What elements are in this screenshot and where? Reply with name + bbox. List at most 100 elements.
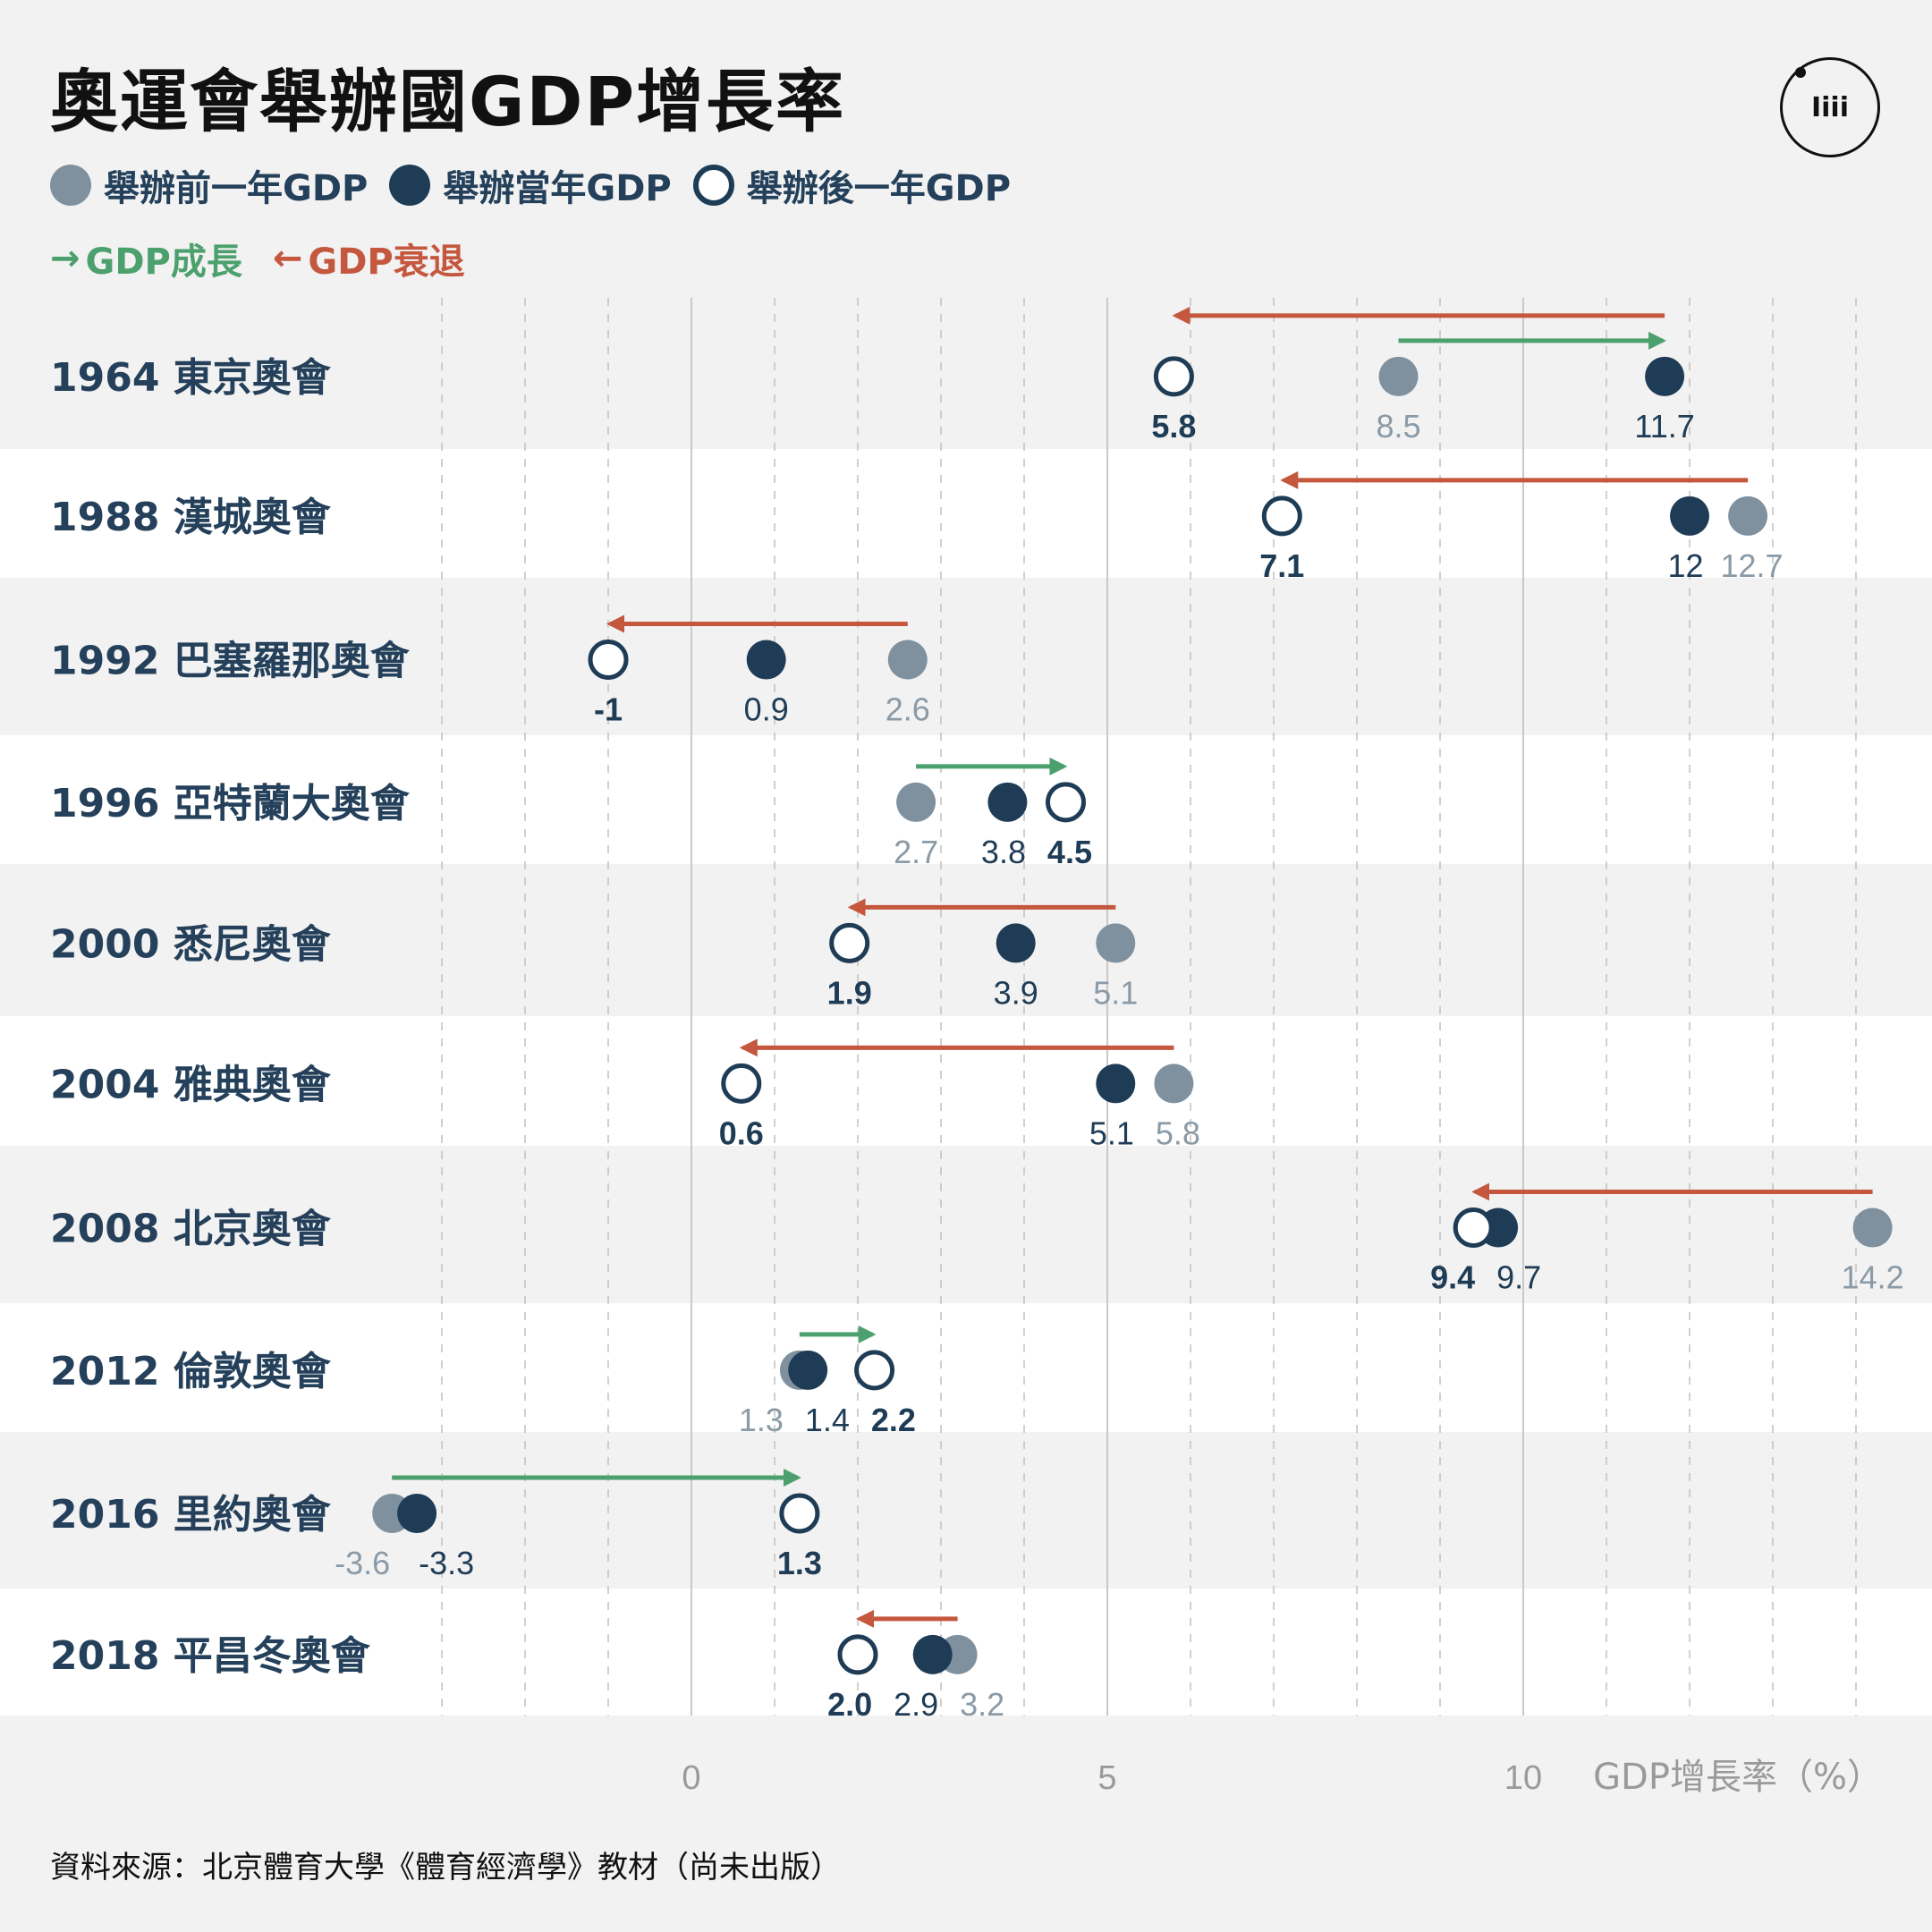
row-band [0,578,1932,735]
value-label-before: -3.6 [335,1545,390,1581]
value-label-before: 1.3 [739,1402,784,1438]
row-band [0,449,1932,578]
value-label-after: 2.2 [871,1402,916,1438]
legend-after-label: 舉辦後一年GDP [746,168,1012,209]
legend-growth-label: GDP成長 [85,242,242,283]
dot-after [854,1350,895,1391]
legend-recession-label: GDP衰退 [308,242,465,283]
legend-before: 舉辦前一年GDP [50,159,368,211]
value-label-before: 2.7 [894,834,938,870]
value-label-during: 0.9 [744,691,789,728]
dot-after [1453,1208,1494,1249]
value-label-after: 5.8 [1151,408,1196,445]
value-label-after: 4.5 [1047,834,1092,870]
legend-after: 舉辦後一年GDP [692,159,1012,211]
legend-during: 舉辦當年GDP [389,159,672,211]
value-label-before: 5.8 [1156,1114,1200,1151]
x-tick-label: 5 [1097,1759,1116,1797]
row-band [0,1016,1932,1146]
legend-series: 舉辦前一年GDP 舉辦當年GDP 舉辦後一年GDP [50,159,1032,211]
legend-arrows: → GDP成長 ← GDP衰退 [50,233,487,284]
dot-during [746,640,786,680]
dot-before [1852,1208,1893,1248]
x-tick-label: 10 [1504,1759,1542,1797]
value-label-before: 3.2 [960,1686,1004,1723]
dot-before [887,640,928,680]
value-label-after: 0.6 [719,1114,764,1151]
dot-during [996,923,1036,963]
growth-arrow-icon: → [50,238,80,279]
publisher-logo: Iiii [1780,57,1880,157]
dot-during [788,1350,828,1390]
value-label-during: 3.8 [981,834,1026,870]
row-label: 2004 雅典奧會 [50,1062,332,1107]
dot-after [837,1634,878,1675]
value-label-before: 14.2 [1842,1259,1904,1296]
legend-during-marker [389,165,431,206]
value-label-during: -3.3 [419,1545,474,1581]
row-label: 1988 漢城奧會 [50,495,332,540]
dot-before [1096,923,1136,963]
source-note: 資料來源：北京體育大學《體育經濟學》教材（尚未出版） [50,1850,841,1885]
dot-during [912,1634,953,1674]
value-label-before: 12.7 [1721,547,1784,584]
dot-before [1378,356,1419,396]
value-label-before: 2.6 [886,691,930,728]
dot-after [829,922,870,963]
dot-after [1046,782,1086,823]
row-label: 2018 平昌冬奧會 [50,1633,371,1679]
legend-before-label: 舉辦前一年GDP [104,168,369,209]
row-label: 2012 倫敦奧會 [50,1349,332,1394]
dot-before [896,782,936,822]
legend-growth: → GDP成長 [50,233,242,284]
row-band [0,298,1932,449]
row-band [0,864,1932,1016]
value-label-during: 1.4 [805,1402,850,1438]
value-label-during: 12 [1668,547,1704,584]
value-label-after: 9.4 [1430,1259,1475,1296]
value-label-after: 1.3 [777,1545,822,1581]
dot-after [588,640,629,681]
x-axis-label: GDP增長率（%） [1593,1757,1883,1798]
dot-during [1670,496,1709,536]
value-label-before: 8.5 [1376,408,1420,445]
row-band [0,1303,1932,1432]
legend-during-label: 舉辦當年GDP [443,168,672,209]
row-band [0,735,1932,864]
logo-dot [1795,67,1806,78]
row-label: 1992 巴塞羅那奧會 [50,639,411,684]
value-label-during: 3.9 [994,974,1038,1011]
value-label-after: -1 [594,691,623,728]
dot-during [987,782,1028,822]
row-band [0,1146,1932,1303]
row-label: 2016 里約奧會 [50,1492,332,1538]
row-label: 2008 北京奧會 [50,1207,332,1252]
dot-during [1096,1063,1136,1104]
recession-arrow-icon: ← [272,238,303,279]
value-label-during: 5.1 [1089,1114,1134,1151]
x-tick-label: 0 [682,1759,700,1797]
dot-after [779,1493,820,1534]
dot-after [721,1063,762,1104]
dot-after [1261,496,1302,537]
value-label-during: 9.7 [1496,1259,1541,1296]
row-band [0,1432,1932,1589]
legend-after-marker [692,165,734,206]
value-label-after: 1.9 [827,974,872,1011]
dot-during [397,1494,437,1533]
row-label: 1964 東京奧會 [50,355,332,401]
value-label-before: 5.1 [1093,974,1138,1011]
value-label-during: 11.7 [1634,408,1694,445]
dot-before [1154,1063,1194,1104]
value-label-after: 7.1 [1259,547,1304,584]
row-label: 2000 悉尼奧會 [50,921,332,967]
value-label-during: 2.9 [894,1686,938,1723]
value-label-after: 2.0 [827,1686,872,1723]
legend-recession: ← GDP衰退 [273,233,465,284]
page-title: 奧運會舉辦國GDP增長率 [50,62,846,141]
row-label: 1996 亞特蘭大奧會 [50,781,411,826]
dot-after [1153,356,1194,397]
dot-before [1728,496,1768,536]
legend-before-marker [50,165,91,206]
